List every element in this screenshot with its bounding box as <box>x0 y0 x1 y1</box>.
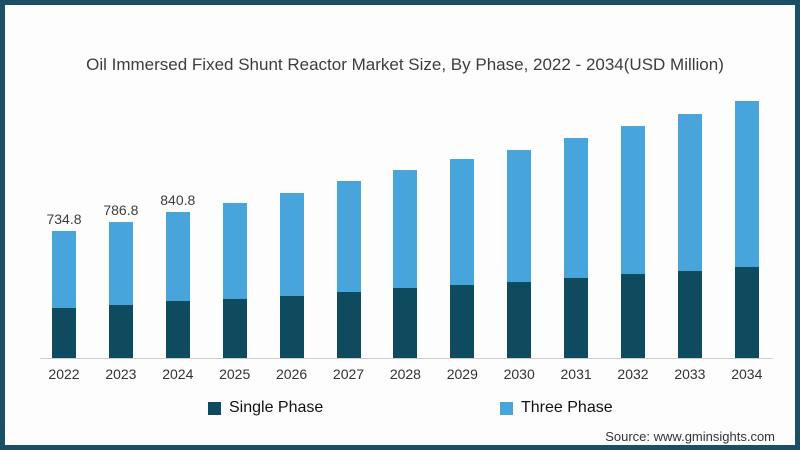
bar-segment-single-phase-2031 <box>564 278 589 358</box>
x-axis-label-2033: 2033 <box>674 366 706 382</box>
legend-label-three-phase: Three Phase <box>521 399 613 416</box>
bar-segment-three-phase-2028 <box>393 170 418 288</box>
bar-segment-single-phase-2026 <box>279 296 304 358</box>
x-axis-label-2027: 2027 <box>332 366 365 382</box>
source-credit: Source: www.gminsights.com <box>605 429 775 444</box>
plot-area: 734.8 786.8 840.8 <box>40 90 773 359</box>
x-axis-labels: 2022 2023 2024 2025 2026 2027 2028 2029 2030 2031… <box>40 366 773 386</box>
bar-group-2027 <box>336 181 361 358</box>
x-axis-label-2029: 2029 <box>446 366 478 382</box>
bar-value-label-2023: 786.8 <box>103 202 139 218</box>
x-axis-label-2030: 2030 <box>503 366 535 382</box>
x-axis-label-2032: 2032 <box>617 366 649 382</box>
bar-segment-single-phase-2028 <box>393 288 418 358</box>
x-axis-label-2023: 2023 <box>105 366 137 382</box>
bar-segment-single-phase-2034 <box>734 267 759 358</box>
chart-title: Oil Immersed Fixed Shunt Reactor Market … <box>86 55 724 74</box>
bar-segment-single-phase-2024 <box>165 301 190 358</box>
bar-segment-three-phase-2030 <box>507 150 532 282</box>
bar-segment-single-phase-2029 <box>450 285 475 358</box>
legend-label-single-phase: Single Phase <box>229 399 324 416</box>
bar-segment-three-phase-2032 <box>621 126 645 274</box>
bar-group-2022 <box>52 231 76 358</box>
bar-segment-three-phase-2027 <box>336 181 361 292</box>
bar-group-2026 <box>279 193 304 358</box>
bar-segment-three-phase-2026 <box>279 193 304 296</box>
bar-segment-single-phase-2027 <box>336 292 361 358</box>
bar-value-label-2022: 734.8 <box>46 211 82 227</box>
bar-segment-single-phase-2032 <box>621 274 645 358</box>
x-axis-label-2026: 2026 <box>276 366 308 382</box>
bar-segment-three-phase-2034 <box>734 101 759 267</box>
bar-group-2028 <box>393 170 418 358</box>
x-axis-label-2022: 2022 <box>48 366 80 382</box>
bar-group-2025 <box>222 203 247 358</box>
bar-group-2034 <box>734 101 759 358</box>
bar-segment-single-phase-2030 <box>507 282 532 358</box>
bar-segment-three-phase-2033 <box>677 114 702 271</box>
bar-segment-single-phase-2033 <box>677 271 702 358</box>
bar-segment-three-phase-2029 <box>450 159 475 285</box>
x-axis-label-2034: 2034 <box>731 366 763 382</box>
bar-group-2024 <box>165 212 190 358</box>
bar-group-2029 <box>450 159 475 358</box>
bar-segment-three-phase-2024 <box>165 212 190 301</box>
x-axis-label-2024: 2024 <box>162 366 194 382</box>
bar-value-label-2024: 840.8 <box>160 192 196 208</box>
bar-segment-three-phase-2031 <box>564 138 589 278</box>
bar-segment-three-phase-2023 <box>108 222 133 305</box>
bar-group-2033 <box>677 114 702 358</box>
legend-item-three-phase: Three Phase <box>500 399 613 417</box>
bar-group-2032 <box>621 126 645 358</box>
bar-group-2023 <box>108 222 133 358</box>
bar-group-2031 <box>564 138 589 358</box>
x-axis-label-2028: 2028 <box>389 366 421 382</box>
bar-segment-three-phase-2025 <box>222 203 247 299</box>
bar-group-2030 <box>507 150 532 358</box>
legend-swatch-three-phase <box>500 401 513 415</box>
legend-swatch-single-phase <box>208 401 221 415</box>
x-axis-label-2031: 2031 <box>560 366 592 382</box>
bar-segment-single-phase-2025 <box>222 299 247 358</box>
legend-item-single-phase: Single Phase <box>208 399 323 417</box>
bar-segment-three-phase-2022 <box>52 231 76 308</box>
bar-segment-single-phase-2022 <box>52 308 76 358</box>
bar-segment-single-phase-2023 <box>108 305 133 358</box>
x-axis-label-2025: 2025 <box>219 366 251 382</box>
